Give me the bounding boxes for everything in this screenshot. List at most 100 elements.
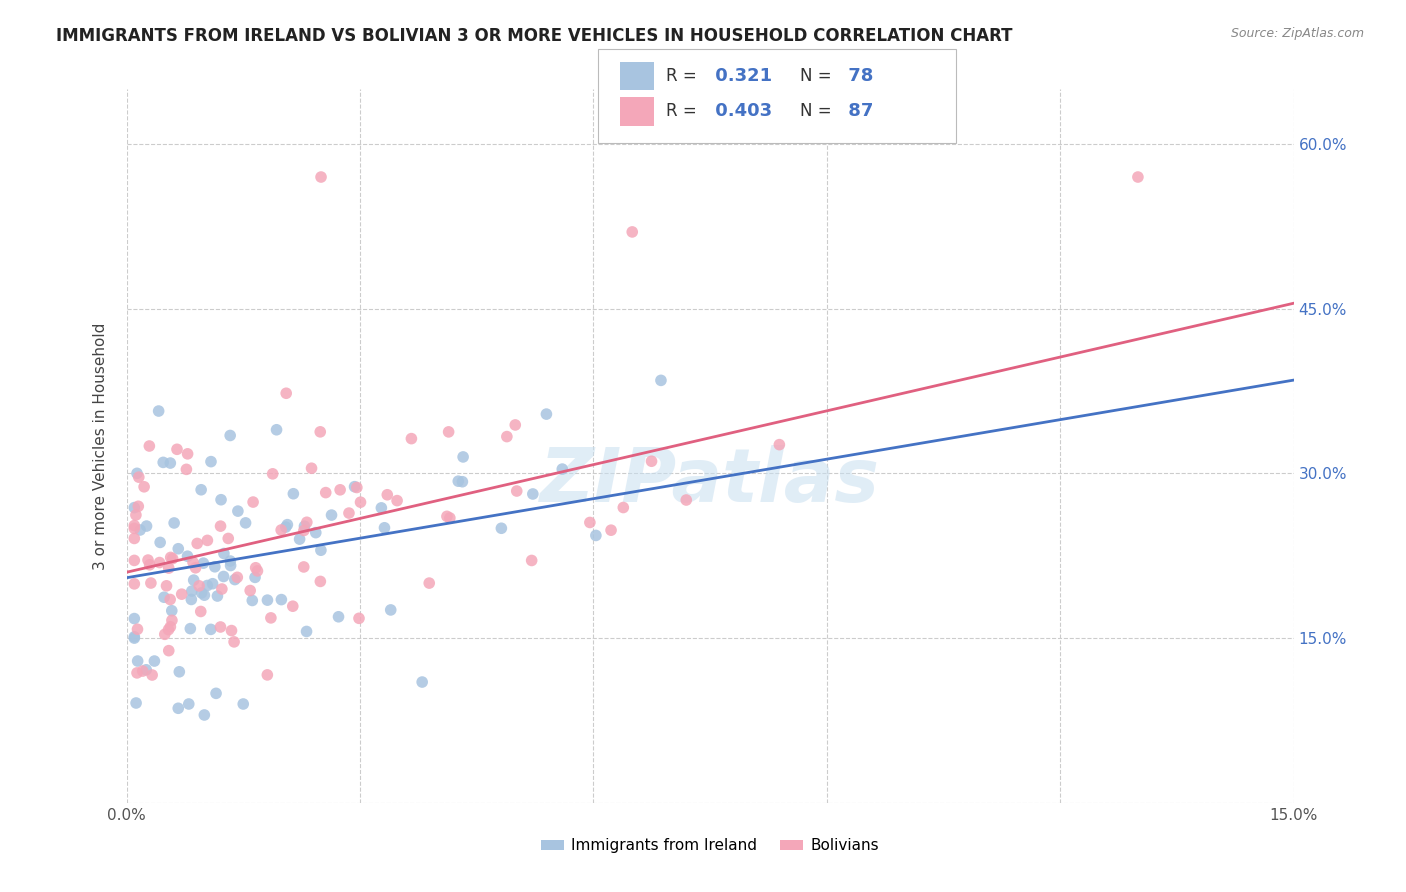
Legend: Immigrants from Ireland, Bolivians: Immigrants from Ireland, Bolivians xyxy=(534,832,886,859)
Point xyxy=(127,622,149,636)
Point xyxy=(212,569,235,583)
Point xyxy=(209,492,232,507)
Point xyxy=(600,523,623,537)
Point xyxy=(768,437,790,451)
Point xyxy=(155,579,177,593)
Point xyxy=(226,504,249,518)
Point xyxy=(270,523,292,537)
Point xyxy=(401,432,423,446)
Point xyxy=(451,450,474,464)
Point xyxy=(139,576,162,591)
Point xyxy=(124,553,146,567)
Point xyxy=(181,555,204,569)
Point xyxy=(520,553,543,567)
Point xyxy=(125,467,148,481)
Point xyxy=(129,523,152,537)
Point xyxy=(209,519,232,533)
Point xyxy=(224,573,246,587)
Point xyxy=(195,578,218,592)
Point xyxy=(176,549,198,564)
Point xyxy=(153,627,176,641)
Point xyxy=(193,588,215,602)
Point xyxy=(148,404,170,418)
Point xyxy=(212,547,235,561)
Point xyxy=(321,508,343,522)
Point xyxy=(217,532,239,546)
Point xyxy=(176,462,198,476)
Point xyxy=(346,481,368,495)
Point xyxy=(204,559,226,574)
Point xyxy=(152,455,174,469)
Point xyxy=(640,454,662,468)
Point xyxy=(183,573,205,587)
Point xyxy=(451,475,474,489)
Point xyxy=(132,480,155,494)
Point xyxy=(180,592,202,607)
Point xyxy=(159,592,181,607)
Text: ZIPatlas: ZIPatlas xyxy=(540,445,880,518)
Point xyxy=(149,535,172,549)
Point xyxy=(124,577,146,591)
Text: R =: R = xyxy=(666,67,697,85)
Point xyxy=(159,550,181,565)
Point xyxy=(292,560,315,574)
Point xyxy=(436,509,458,524)
Point xyxy=(190,483,212,497)
Point xyxy=(136,553,159,567)
Point xyxy=(167,701,190,715)
Text: 0.403: 0.403 xyxy=(709,103,772,120)
Point xyxy=(437,425,460,439)
Point xyxy=(157,623,180,637)
Text: 87: 87 xyxy=(842,103,873,120)
Point xyxy=(675,493,697,508)
Point xyxy=(349,495,371,509)
Point xyxy=(186,536,208,550)
Point xyxy=(127,654,149,668)
Point xyxy=(242,495,264,509)
Point xyxy=(260,611,283,625)
Point xyxy=(551,462,574,476)
Point xyxy=(128,470,150,484)
Point xyxy=(207,589,229,603)
Point xyxy=(200,455,222,469)
Point xyxy=(274,520,297,534)
Point xyxy=(301,461,323,475)
Point xyxy=(124,611,146,625)
Point xyxy=(309,169,332,184)
Text: R =: R = xyxy=(666,103,697,120)
Point xyxy=(184,561,207,575)
Point xyxy=(328,609,350,624)
Point xyxy=(226,570,249,584)
Point xyxy=(180,584,202,599)
Point xyxy=(309,425,332,439)
Point xyxy=(447,474,470,488)
Point xyxy=(585,528,607,542)
Point xyxy=(159,456,181,470)
Text: N =: N = xyxy=(800,103,831,120)
Point xyxy=(309,574,332,589)
Point xyxy=(219,428,242,442)
Point xyxy=(200,623,222,637)
Point xyxy=(177,697,200,711)
Point xyxy=(160,604,183,618)
Point xyxy=(169,665,191,679)
Point xyxy=(239,583,262,598)
Point xyxy=(295,516,318,530)
Point xyxy=(135,663,157,677)
Point xyxy=(370,500,392,515)
Point xyxy=(201,576,224,591)
Point xyxy=(132,664,155,678)
Point xyxy=(315,485,337,500)
Point xyxy=(380,603,402,617)
Point xyxy=(205,686,228,700)
Point xyxy=(167,541,190,556)
Y-axis label: 3 or more Vehicles in Household: 3 or more Vehicles in Household xyxy=(93,322,108,570)
Point xyxy=(211,582,233,596)
Point xyxy=(193,708,215,723)
Point xyxy=(235,516,257,530)
Text: 0.321: 0.321 xyxy=(709,67,772,85)
Point xyxy=(176,447,198,461)
Point xyxy=(157,561,180,575)
Point xyxy=(373,521,395,535)
Point xyxy=(143,654,166,668)
